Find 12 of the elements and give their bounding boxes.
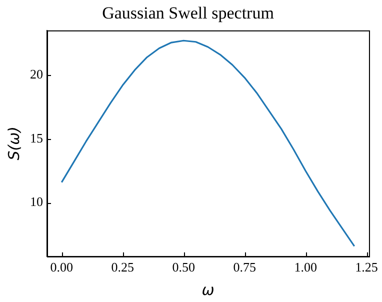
x-tick-label: 1.00 [294, 260, 317, 275]
y-tick-label: 15 [30, 130, 43, 146]
x-tick-label: 1.25 [355, 260, 378, 275]
y-axis-title: S(ω) [4, 126, 23, 160]
x-tick-label: 0.25 [111, 260, 134, 275]
chart-title: Gaussian Swell spectrum [102, 4, 274, 23]
x-tick-label: 0.50 [172, 260, 195, 275]
x-tick-label: 0.75 [233, 260, 256, 275]
x-axis-title: ω [202, 280, 214, 299]
y-tick-label: 20 [30, 66, 43, 82]
x-tick-label: 0.00 [50, 260, 74, 275]
y-tick-label: 10 [30, 194, 43, 210]
